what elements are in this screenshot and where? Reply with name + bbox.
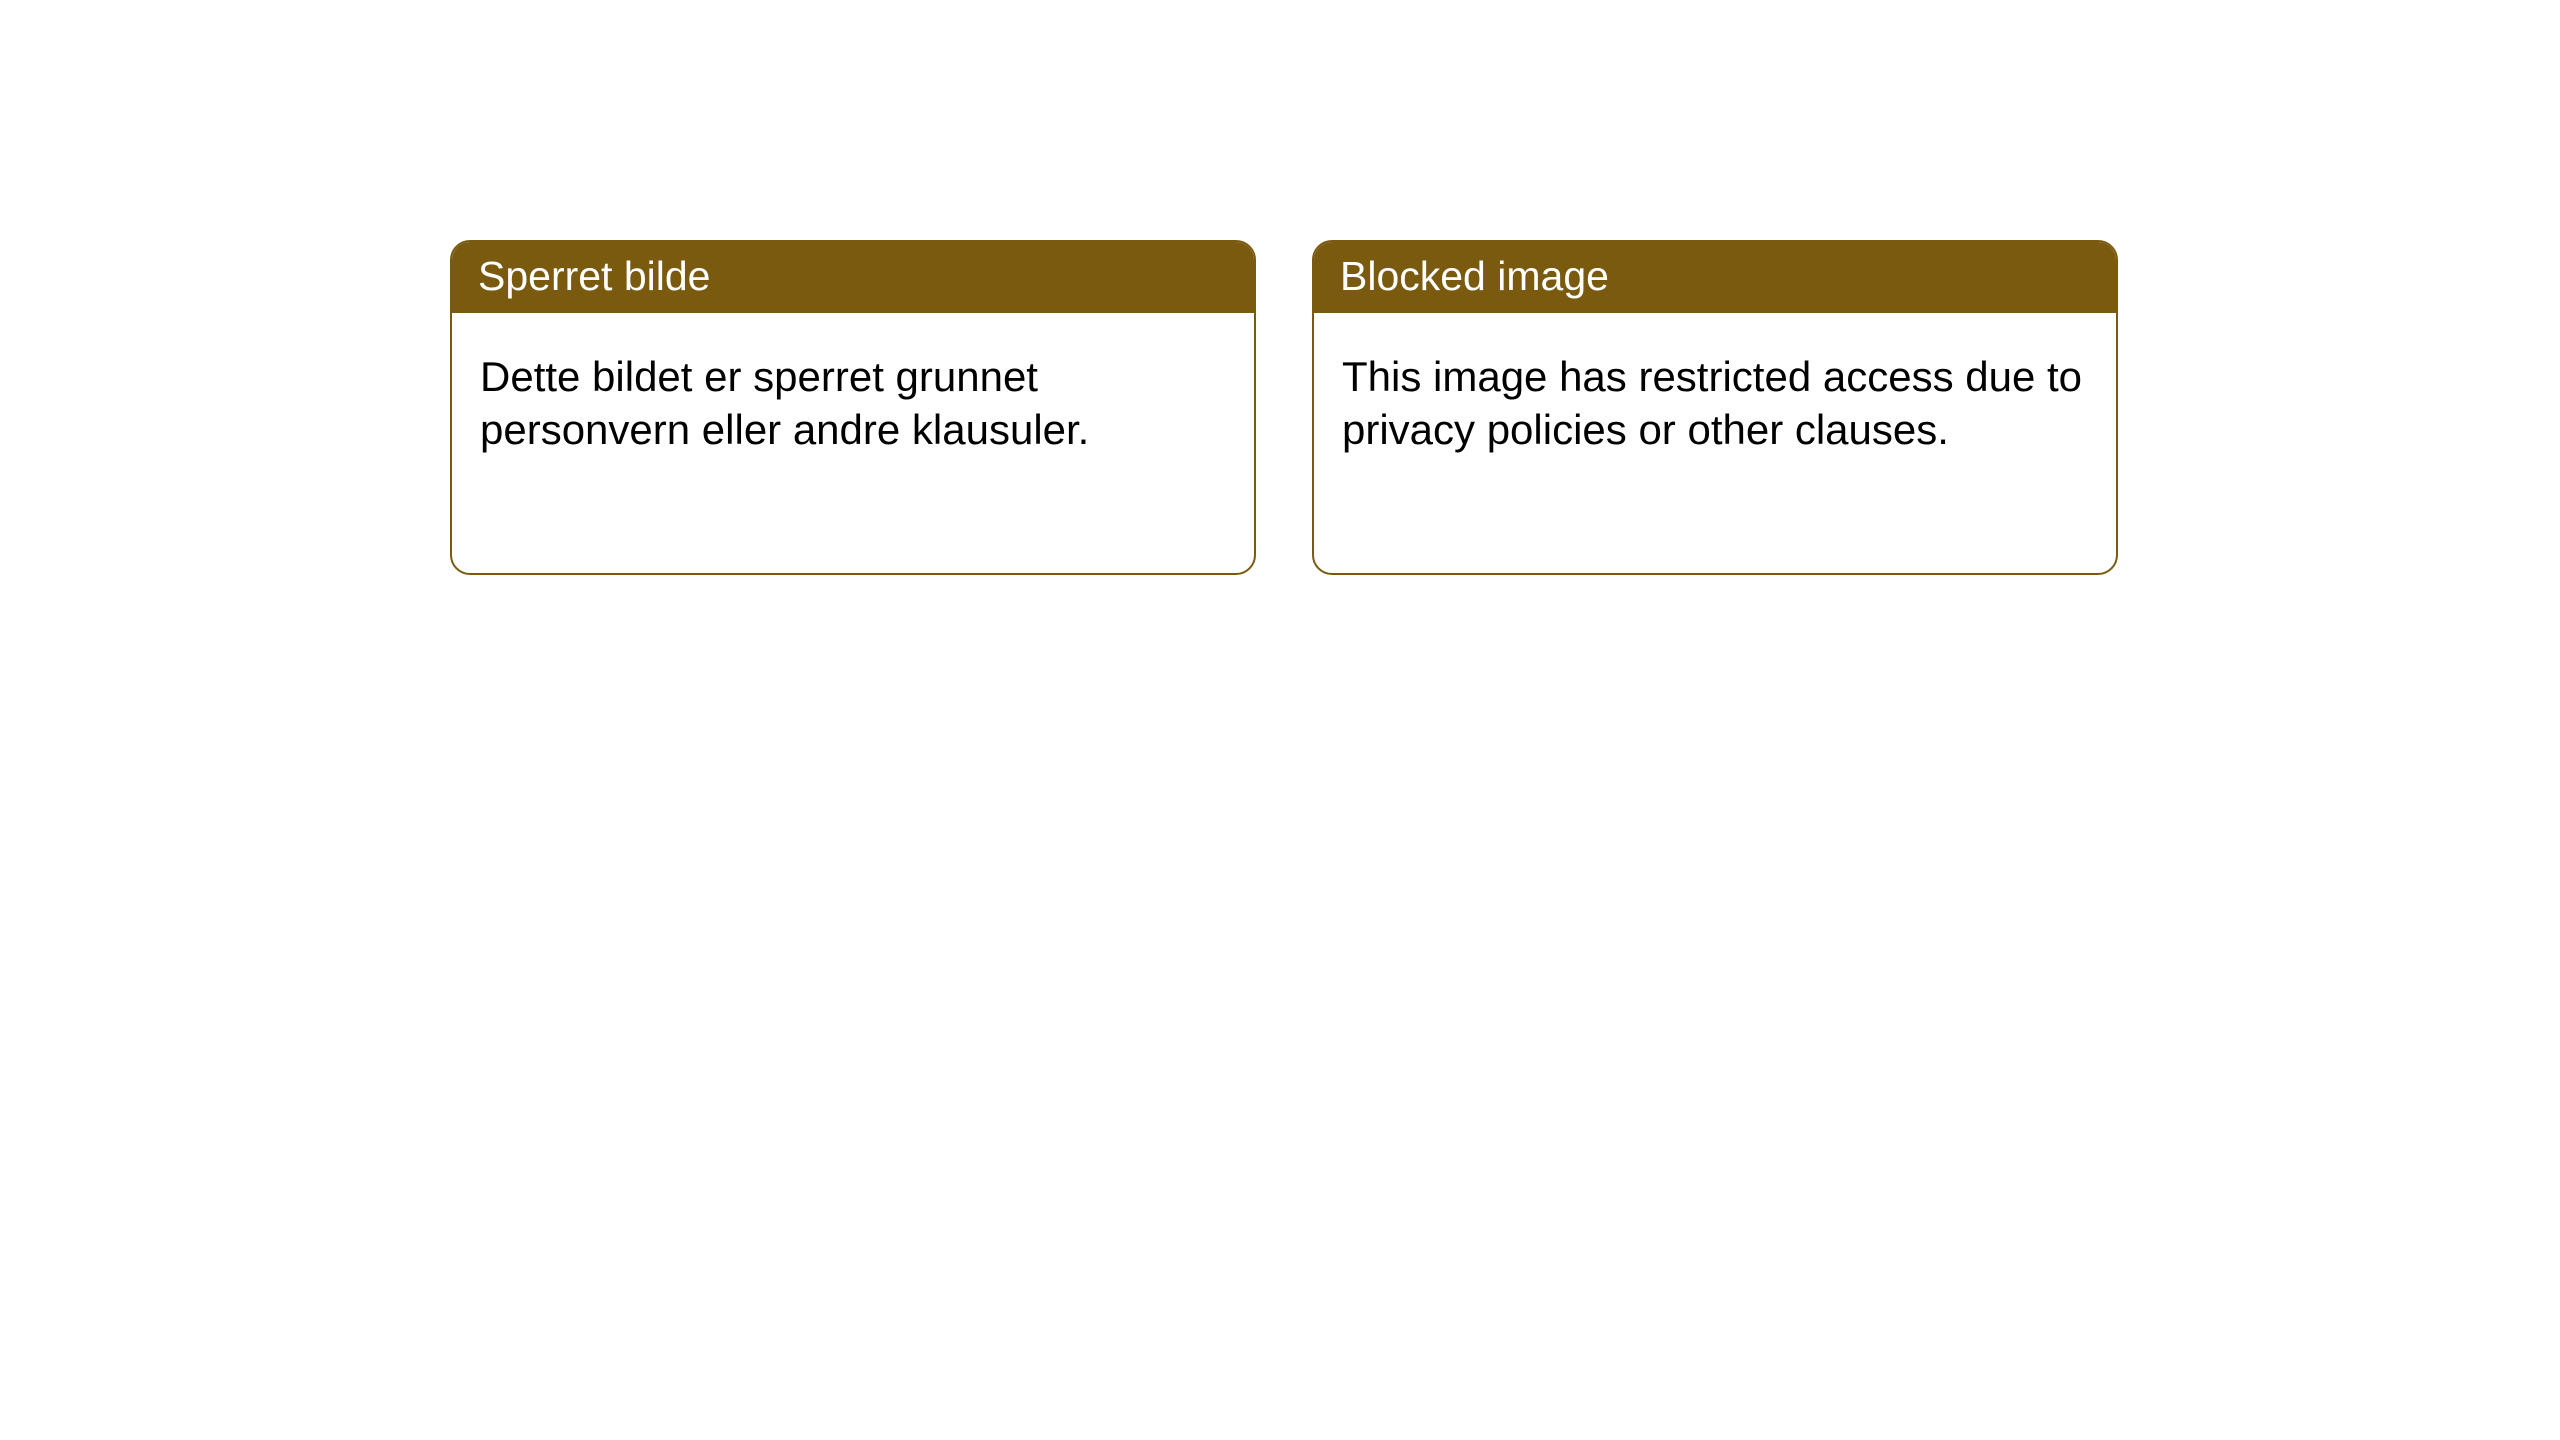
notice-card-en: Blocked image This image has restricted … (1312, 240, 2118, 575)
notice-header-no: Sperret bilde (452, 242, 1254, 313)
notice-card-no: Sperret bilde Dette bildet er sperret gr… (450, 240, 1256, 575)
notice-body-no: Dette bildet er sperret grunnet personve… (452, 313, 1254, 484)
notice-body-en: This image has restricted access due to … (1314, 313, 2116, 484)
notice-header-en: Blocked image (1314, 242, 2116, 313)
notice-cards-container: Sperret bilde Dette bildet er sperret gr… (450, 240, 2560, 575)
